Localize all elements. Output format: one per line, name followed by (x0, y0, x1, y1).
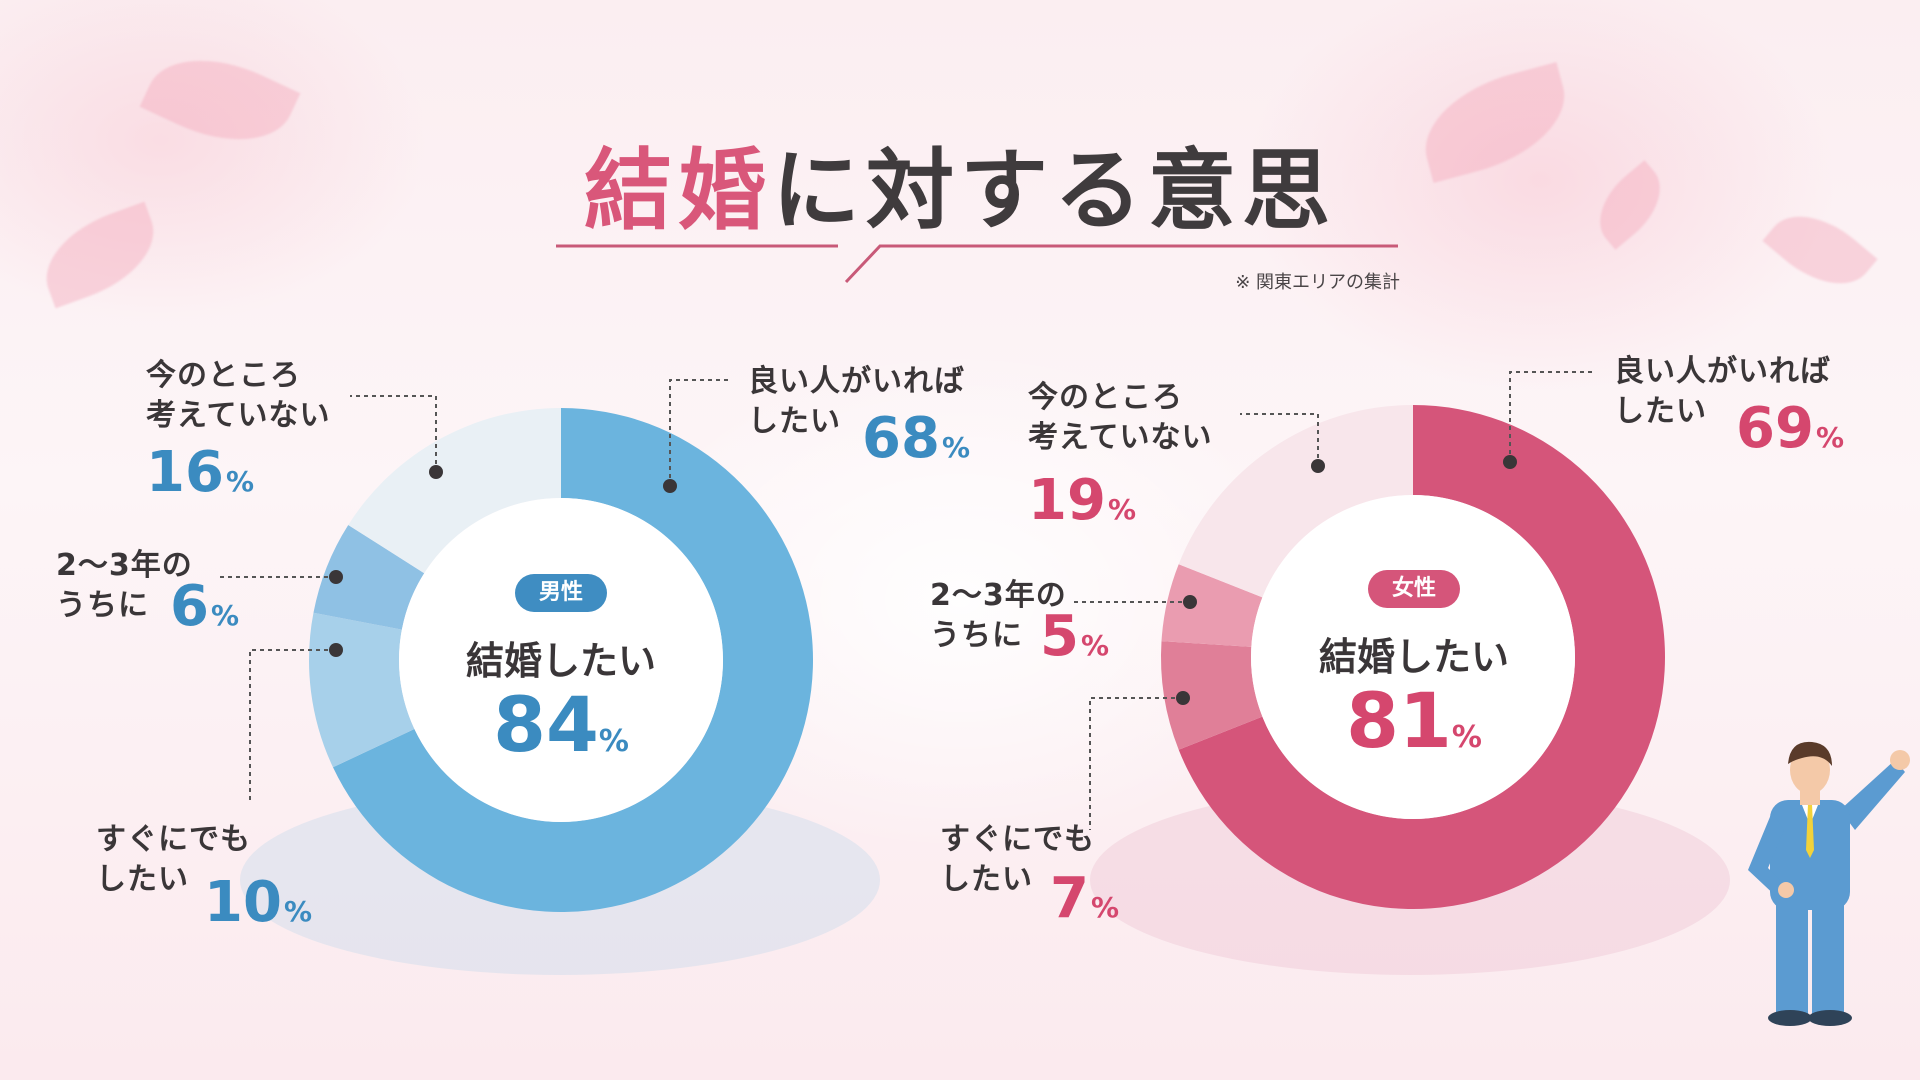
male-label-like-line2: したい (748, 404, 841, 439)
dot-female-soon (1176, 691, 1190, 705)
male-center-unit: % (598, 724, 629, 759)
page-title: 結婚に対する意思 (0, 120, 1920, 247)
male-label-years: 2〜3年の うちに (56, 546, 193, 626)
female-center-number: 81 (1346, 676, 1452, 765)
source-note: ※ 関東エリアの集計 (1235, 272, 1400, 293)
leader-female-none (1240, 413, 1319, 466)
male-badge: 男性 (515, 574, 607, 612)
female-label-none-line1: 今のところ (1028, 380, 1183, 415)
male-like-number: 68 (862, 406, 940, 471)
male-label-years-line1: 2〜3年の (56, 548, 193, 583)
male-slice-years (313, 524, 425, 630)
dot-male-years (329, 570, 343, 584)
dot-male-like (663, 479, 677, 493)
male-label-none-line2: 考えていない (146, 398, 331, 433)
male-center-number: 84 (493, 680, 599, 769)
female-label-years: 2〜3年の うちに (930, 576, 1067, 656)
male-soon-unit: % (283, 895, 312, 928)
female-years-number: 5 (1040, 604, 1079, 669)
male-years-unit: % (210, 599, 240, 632)
male-pct-soon: 10% (204, 870, 312, 935)
male-pct-years: 6% (170, 574, 239, 639)
male-center-value: 84% (411, 680, 711, 769)
dot-male-soon (329, 643, 343, 657)
female-pct-soon: 7% (1050, 866, 1119, 931)
male-slice-like (332, 408, 813, 913)
male-label-like: 良い人がいれば したい (748, 362, 965, 442)
female-slice-none (1178, 405, 1413, 598)
businessman-illustration (1748, 741, 1910, 1026)
male-pct-none: 16% (146, 440, 254, 505)
female-slice-soon (1161, 641, 1263, 750)
leader-lines (220, 371, 1592, 830)
female-donut-hole (1251, 495, 1575, 819)
female-soon-number: 7 (1050, 866, 1089, 931)
female-label-like: 良い人がいれば したい (1614, 352, 1831, 432)
male-soon-number: 10 (204, 870, 282, 935)
male-slice-none (348, 408, 561, 574)
male-label-like-line1: 良い人がいれば (748, 364, 965, 399)
dot-female-years (1183, 595, 1197, 609)
female-soon-unit: % (1090, 891, 1120, 924)
female-center-value: 81% (1264, 676, 1564, 765)
leader-female-like (1509, 371, 1592, 462)
dot-female-like (1503, 455, 1517, 469)
female-center-unit: % (1451, 720, 1482, 755)
female-years-unit: % (1080, 629, 1110, 662)
male-years-number: 6 (170, 574, 209, 639)
female-like-number: 69 (1736, 396, 1814, 461)
leader-dots (329, 455, 1517, 705)
female-none-unit: % (1107, 493, 1136, 526)
female-donut (1161, 405, 1666, 909)
male-donut-hole (399, 498, 723, 822)
female-slice-years (1161, 564, 1263, 647)
male-label-soon: すぐにでも したい (96, 820, 251, 900)
female-label-like-line2: したい (1614, 394, 1707, 429)
female-none-number: 19 (1028, 468, 1106, 533)
female-label-none-line2: 考えていない (1028, 420, 1213, 455)
leader-male-none (350, 395, 437, 472)
female-center-label: 結婚したい (1318, 635, 1509, 679)
male-label-none-line1: 今のところ (146, 358, 301, 393)
female-label-years-line2: うちに (930, 618, 1023, 653)
female-pct-none: 19% (1028, 468, 1136, 533)
male-like-unit: % (941, 431, 970, 464)
female-badge: 女性 (1368, 570, 1460, 608)
female-pct-years: 5% (1040, 604, 1109, 669)
male-pct-like: 68% (862, 406, 970, 471)
male-label-years-line2: うちに (56, 588, 149, 623)
male-label-soon-line2: したい (96, 862, 189, 897)
title-highlight: 結婚 (583, 139, 772, 242)
male-none-unit: % (225, 465, 254, 498)
female-label-soon: すぐにでも したい (940, 820, 1095, 900)
title-rest: に対する意思 (772, 139, 1337, 242)
male-center-label: 結婚したい (465, 639, 656, 683)
leader-male-soon (249, 649, 336, 800)
female-label-soon-line2: したい (940, 862, 1033, 897)
dot-female-none (1311, 459, 1325, 473)
female-like-unit: % (1815, 421, 1844, 454)
male-label-soon-line1: すぐにでも (96, 822, 251, 857)
female-slice-like (1178, 405, 1666, 909)
leader-male-like (669, 379, 730, 486)
title-underline (556, 244, 1398, 284)
female-pct-like: 69% (1736, 396, 1844, 461)
female-label-soon-line1: すぐにでも (940, 822, 1095, 857)
male-none-number: 16 (146, 440, 224, 505)
male-label-none: 今のところ 考えていない (146, 356, 331, 436)
female-label-none: 今のところ 考えていない (1028, 378, 1213, 458)
female-label-like-line1: 良い人がいれば (1614, 354, 1831, 389)
female-label-years-line1: 2〜3年の (930, 578, 1067, 613)
dot-male-none (429, 465, 443, 479)
